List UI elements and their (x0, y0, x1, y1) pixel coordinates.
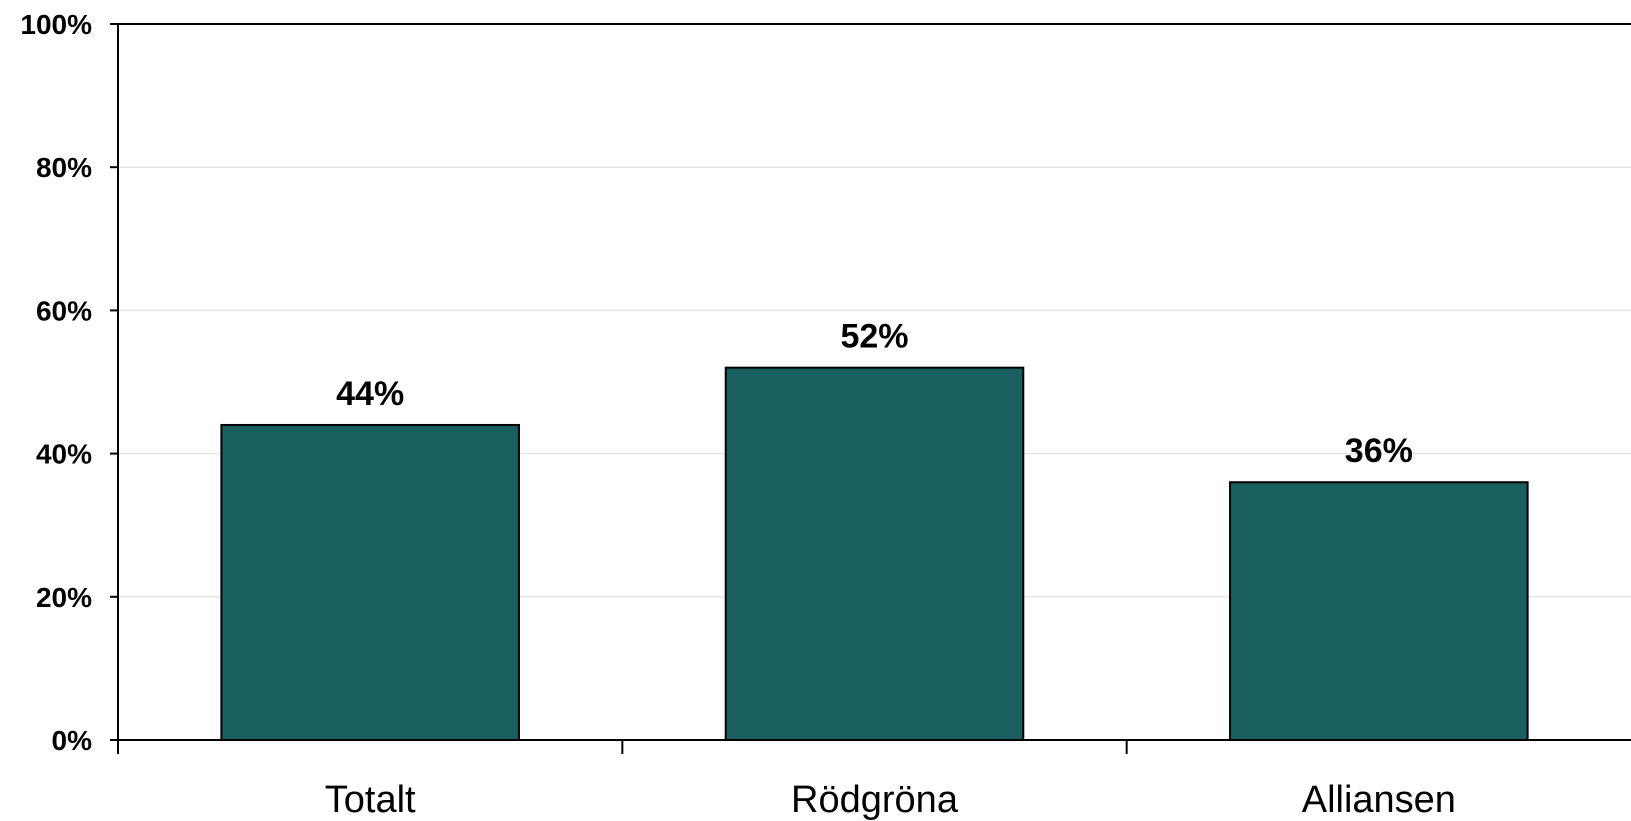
category-label: Rödgröna (791, 779, 959, 821)
bar-alliansen (1229, 481, 1529, 741)
y-tick-label: 100% (20, 9, 92, 40)
y-tick-label: 20% (36, 582, 92, 613)
x-axis-ticks (117, 740, 1128, 754)
y-tick-label: 40% (36, 439, 92, 470)
bars (220, 366, 1529, 741)
bar-rödgröna (724, 366, 1025, 741)
category-label: Alliansen (1302, 779, 1456, 821)
category-label: Totalt (325, 779, 416, 821)
category-labels: Totalt Rödgröna Alliansen (325, 779, 1456, 821)
data-label: 44% (336, 375, 404, 413)
axes (117, 24, 1631, 741)
data-label: 36% (1345, 432, 1413, 470)
data-labels: 44% 52% 36% (336, 318, 1413, 471)
y-tick-label: 60% (36, 295, 92, 326)
data-label: 52% (840, 318, 908, 356)
y-tick-label: 0% (52, 725, 93, 756)
y-tick-label: 80% (36, 152, 92, 183)
bar-totalt (220, 423, 520, 741)
y-axis-ticks: 0% 20% 40% 60% 80% 100% (20, 9, 118, 756)
